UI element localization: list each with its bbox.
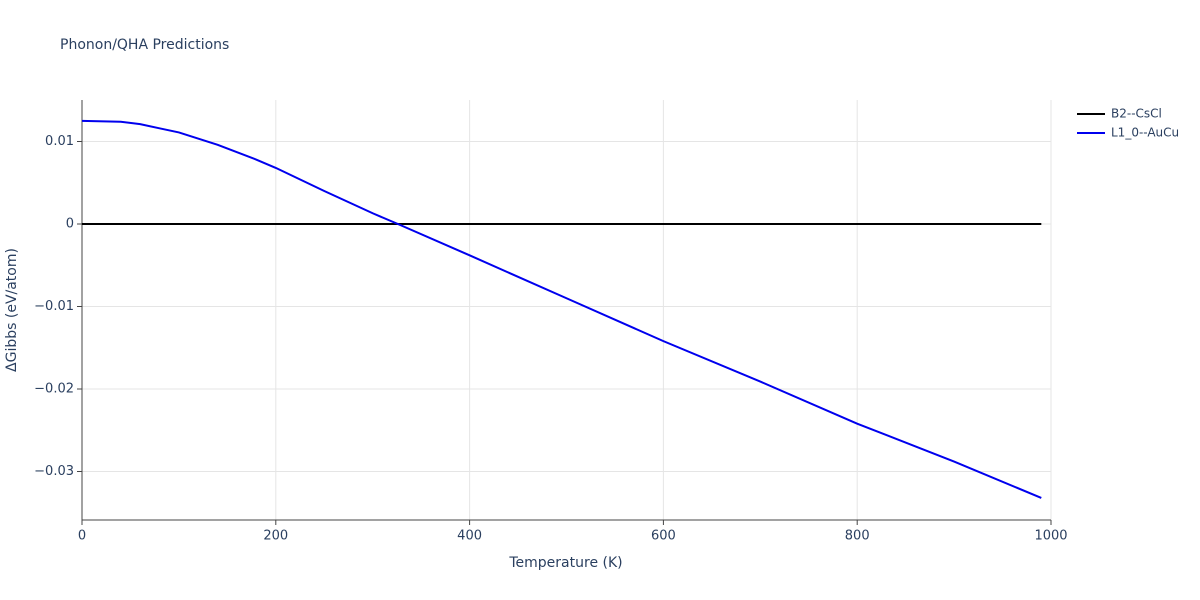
x-axis-label: Temperature (K) bbox=[508, 555, 622, 571]
x-tick-label: 400 bbox=[457, 529, 482, 544]
legend-label: L1_0--AuCu bbox=[1111, 126, 1179, 140]
x-tick-label: 600 bbox=[651, 529, 676, 544]
x-tick-label: 1000 bbox=[1034, 529, 1067, 544]
x-tick-label: 800 bbox=[845, 529, 870, 544]
x-tick-label: 200 bbox=[263, 529, 288, 544]
y-tick-label: 0 bbox=[66, 216, 74, 231]
y-axis-label: ΔGibbs (eV/atom) bbox=[4, 248, 20, 372]
y-tick-label: −0.03 bbox=[34, 464, 74, 479]
y-tick-label: −0.02 bbox=[34, 381, 74, 396]
y-tick-label: −0.01 bbox=[34, 299, 74, 314]
chart-title: Phonon/QHA Predictions bbox=[60, 37, 229, 53]
series-line bbox=[81, 119, 1042, 499]
legend-label: B2--CsCl bbox=[1111, 107, 1162, 121]
y-tick-label: 0.01 bbox=[45, 134, 74, 149]
x-tick-label: 0 bbox=[78, 529, 86, 544]
